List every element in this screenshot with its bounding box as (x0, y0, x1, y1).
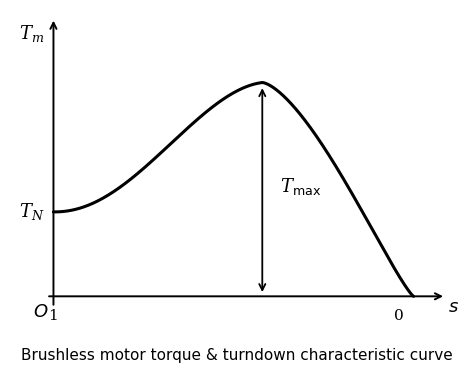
Text: $s$: $s$ (448, 298, 459, 316)
Text: 1: 1 (48, 309, 58, 323)
Text: $T_\mathregular{N}$: $T_\mathregular{N}$ (19, 201, 45, 222)
Text: 0: 0 (394, 309, 404, 323)
Text: $T_\mathregular{m}$: $T_\mathregular{m}$ (19, 23, 45, 45)
Text: Brushless motor torque & turndown characteristic curve: Brushless motor torque & turndown charac… (21, 348, 453, 363)
Text: $O$: $O$ (33, 303, 48, 321)
Text: $\mathit{T}_\mathregular{max}$: $\mathit{T}_\mathregular{max}$ (280, 176, 321, 197)
